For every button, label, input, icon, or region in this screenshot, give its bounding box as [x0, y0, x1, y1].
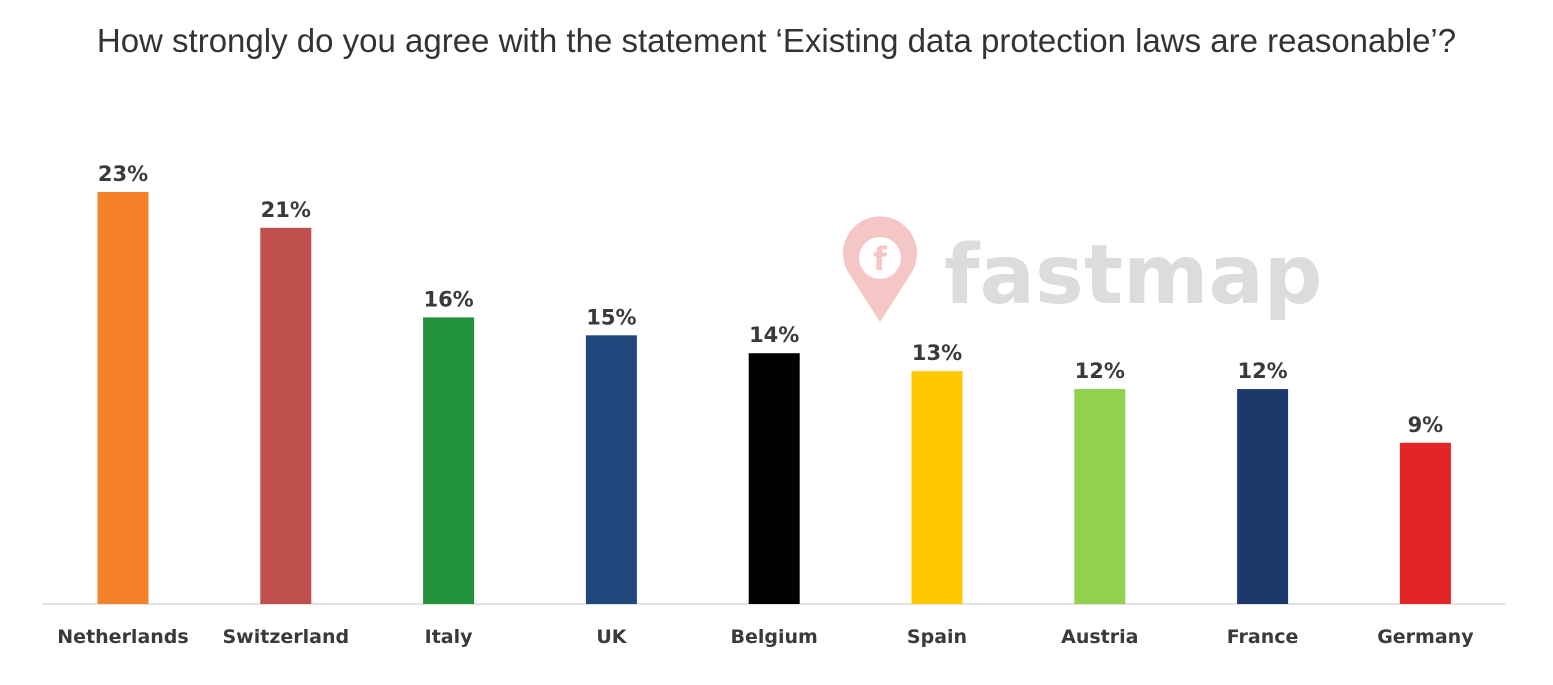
value-labels-group: 23% 21% 16% 15% 14% 13% 12% 12% 9% [98, 162, 1443, 437]
category-label-uk: UK [596, 626, 627, 648]
bar-belgium [748, 353, 800, 604]
bar-france [1237, 389, 1289, 604]
value-label-germany: 9% [1408, 413, 1444, 437]
value-label-italy: 16% [423, 287, 473, 311]
bar-spain [911, 371, 963, 604]
value-label-belgium: 14% [749, 323, 799, 347]
category-labels-group: Netherlands Switzerland Italy UK Belgium Spai… [57, 626, 1474, 648]
value-label-austria: 12% [1075, 359, 1125, 383]
chart-title: How strongly do you agree with the state… [96, 22, 1457, 59]
svg-text:f: f [873, 240, 888, 278]
value-label-spain: 13% [912, 341, 962, 365]
value-label-uk: 15% [586, 305, 636, 329]
category-label-switzerland: Switzerland [222, 626, 349, 648]
bar-switzerland [260, 227, 312, 604]
category-label-austria: Austria [1061, 626, 1138, 648]
value-label-switzerland: 21% [261, 198, 311, 222]
bar-netherlands [97, 192, 149, 604]
bar-austria [1074, 389, 1126, 604]
bar-germany [1399, 442, 1451, 604]
category-label-italy: Italy [425, 626, 473, 648]
value-label-france: 12% [1237, 359, 1287, 383]
bar-italy [423, 317, 475, 604]
category-label-netherlands: Netherlands [57, 626, 188, 648]
category-label-spain: Spain [907, 626, 967, 648]
category-label-belgium: Belgium [731, 626, 818, 648]
fastmap-watermark: f fastmap [843, 216, 1323, 323]
bar-uk [585, 335, 637, 604]
category-label-germany: Germany [1377, 626, 1474, 648]
bars-group [97, 192, 1451, 604]
value-label-netherlands: 23% [98, 162, 148, 186]
fastmap-pin-logo-icon: f [843, 216, 917, 322]
category-label-france: France [1227, 626, 1299, 648]
watermark-text: fastmap [944, 228, 1323, 323]
